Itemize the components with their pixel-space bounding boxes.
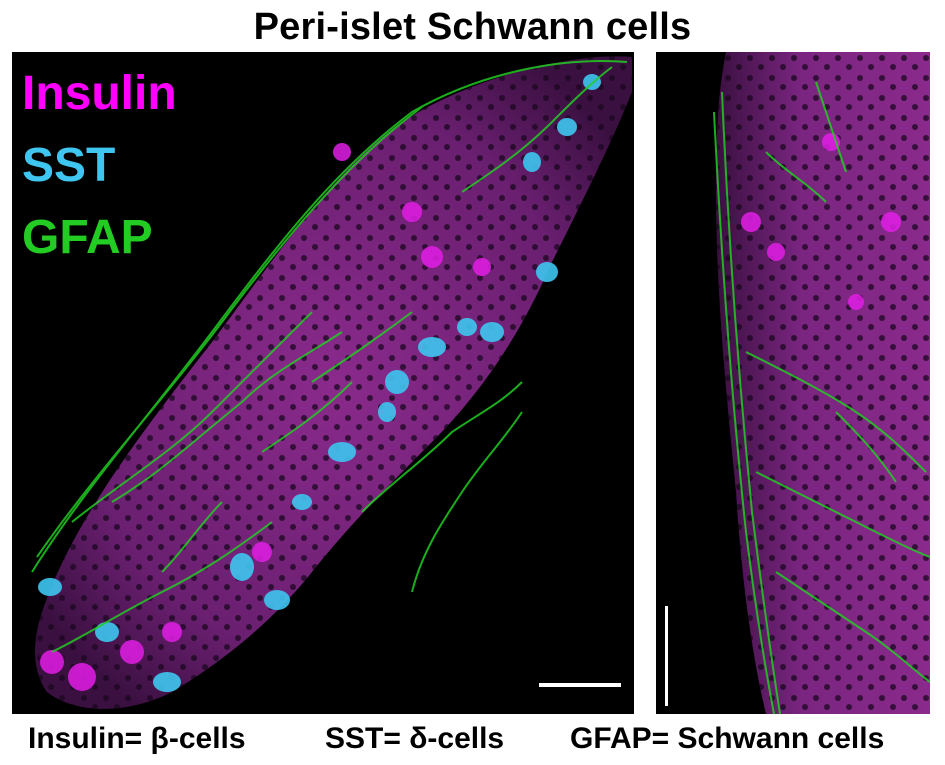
legend-sst: SST bbox=[22, 139, 116, 192]
legend-insulin: Insulin bbox=[22, 67, 177, 120]
scale-bar-left bbox=[539, 683, 621, 687]
micrograph-left-panel bbox=[12, 52, 634, 714]
islet-micrograph-left bbox=[31, 56, 632, 709]
caption-sst: SST= δ-cells bbox=[325, 722, 505, 755]
scale-bar-right bbox=[665, 606, 668, 706]
figure-title: Peri-islet Schwann cells bbox=[253, 6, 692, 48]
legend-gfap: GFAP bbox=[22, 211, 153, 264]
islet-micrograph-right bbox=[713, 52, 930, 714]
caption-insulin: Insulin= β-cells bbox=[28, 722, 246, 755]
stain-legend: Insulin SST GFAP bbox=[22, 58, 177, 274]
caption-gfap: GFAP= Schwann cells bbox=[570, 722, 885, 755]
micrograph-right-panel bbox=[656, 52, 930, 714]
